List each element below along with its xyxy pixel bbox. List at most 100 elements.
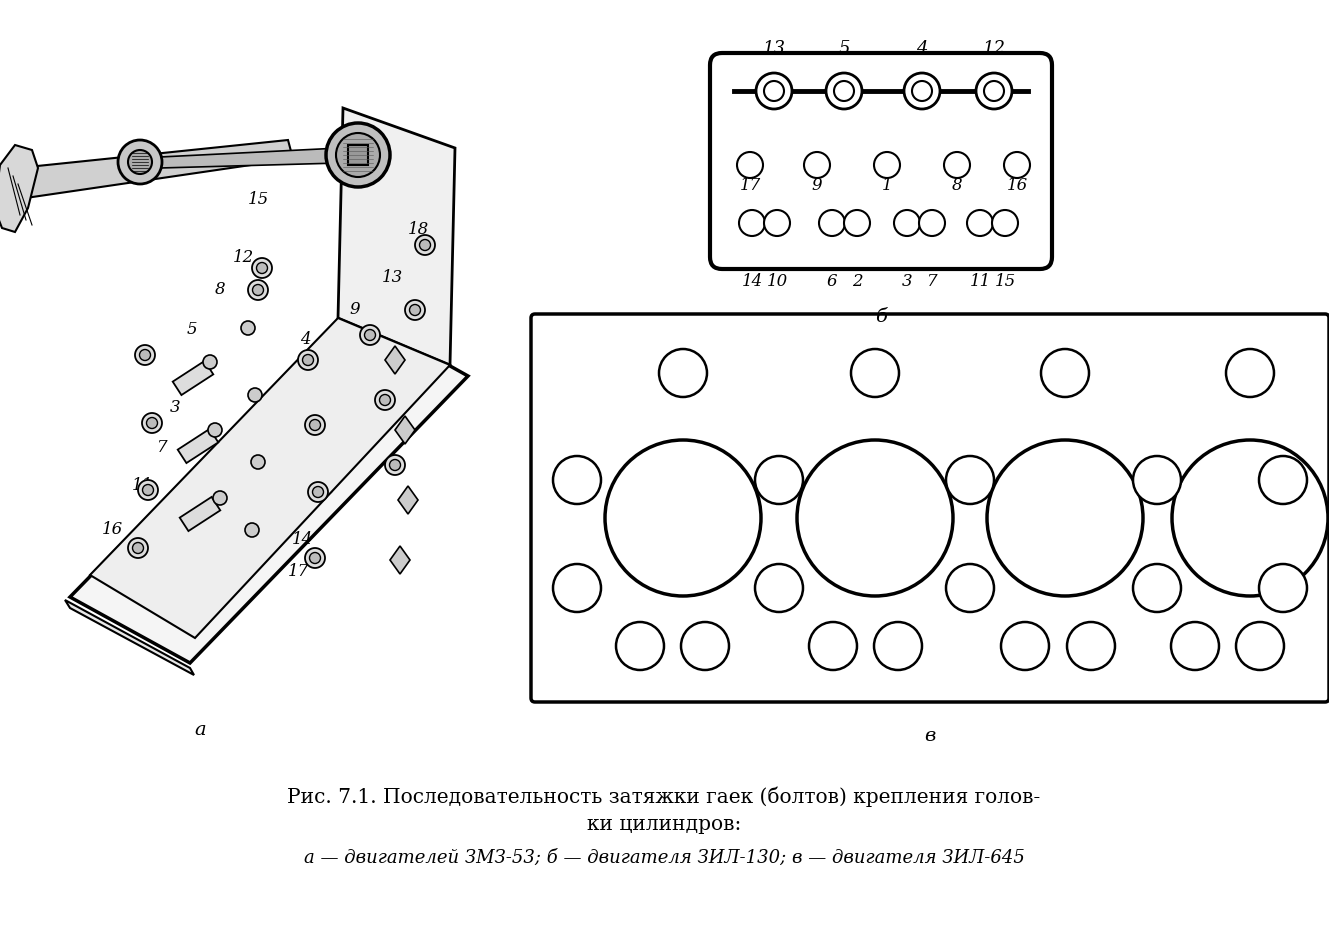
Text: 6: 6 [312, 432, 323, 448]
Text: 17: 17 [287, 563, 308, 581]
Text: 18: 18 [408, 221, 429, 238]
Text: 5: 5 [186, 321, 197, 338]
Text: 13: 13 [381, 270, 403, 287]
Text: 7: 7 [1086, 638, 1096, 655]
Circle shape [253, 258, 272, 278]
Polygon shape [159, 148, 340, 168]
Text: 2: 2 [278, 387, 288, 403]
Circle shape [146, 417, 158, 429]
Text: 1: 1 [142, 347, 153, 363]
Circle shape [874, 622, 922, 670]
Circle shape [209, 423, 222, 437]
Circle shape [1003, 152, 1030, 178]
Circle shape [380, 394, 391, 405]
Text: 7: 7 [926, 273, 937, 290]
Text: 9: 9 [350, 302, 360, 318]
Text: 14: 14 [742, 273, 763, 290]
Circle shape [136, 345, 155, 365]
Polygon shape [385, 346, 405, 374]
Polygon shape [178, 429, 218, 463]
Circle shape [420, 239, 431, 250]
Circle shape [360, 325, 380, 345]
Text: 4: 4 [916, 40, 928, 58]
Circle shape [1236, 622, 1284, 670]
Circle shape [827, 73, 863, 109]
Text: 2: 2 [965, 472, 975, 488]
Polygon shape [65, 600, 194, 675]
Circle shape [251, 455, 264, 469]
Text: 20: 20 [566, 472, 587, 488]
Circle shape [1067, 622, 1115, 670]
Circle shape [326, 123, 389, 187]
Text: 17: 17 [1249, 638, 1271, 655]
Polygon shape [70, 310, 468, 663]
Circle shape [553, 564, 601, 612]
Text: 18: 18 [630, 638, 651, 655]
Text: а — двигателей ЗМЗ-53; б — двигателя ЗИЛ-130; в — двигателя ЗИЛ-645: а — двигателей ЗМЗ-53; б — двигателя ЗИЛ… [303, 849, 1025, 867]
Circle shape [764, 81, 784, 101]
Circle shape [389, 460, 400, 471]
Polygon shape [0, 145, 39, 232]
Circle shape [944, 152, 970, 178]
Circle shape [304, 415, 326, 435]
Text: 9: 9 [1152, 472, 1163, 488]
Text: Рис. 7.1. Последовательность затяжки гаек (болтов) крепления голов-: Рис. 7.1. Последовательность затяжки гае… [287, 786, 1041, 807]
Text: 16: 16 [672, 364, 694, 381]
Circle shape [405, 300, 425, 320]
Text: 8: 8 [215, 281, 226, 299]
Circle shape [310, 553, 320, 563]
Circle shape [617, 622, 664, 670]
Circle shape [912, 81, 932, 101]
Circle shape [133, 543, 144, 554]
Circle shape [605, 440, 762, 596]
Circle shape [680, 622, 730, 670]
Circle shape [249, 280, 268, 300]
Circle shape [364, 330, 376, 341]
Text: 3: 3 [893, 638, 904, 655]
Circle shape [142, 413, 162, 433]
Text: 10: 10 [315, 482, 336, 499]
Text: 11: 11 [969, 273, 990, 290]
Circle shape [975, 73, 1011, 109]
Circle shape [303, 355, 314, 365]
Circle shape [739, 210, 766, 236]
Text: 8: 8 [773, 472, 784, 488]
Text: 22: 22 [566, 579, 587, 597]
Circle shape [819, 210, 845, 236]
Circle shape [409, 304, 420, 316]
Text: 9: 9 [812, 177, 823, 193]
Text: 4: 4 [1059, 364, 1070, 381]
Text: 21: 21 [1272, 579, 1293, 597]
Polygon shape [389, 546, 411, 574]
FancyBboxPatch shape [710, 53, 1053, 269]
Circle shape [804, 152, 831, 178]
Text: 6: 6 [827, 273, 837, 290]
Circle shape [874, 152, 900, 178]
Text: 3: 3 [901, 273, 912, 290]
Polygon shape [173, 361, 213, 395]
Text: 14: 14 [291, 531, 312, 548]
FancyBboxPatch shape [532, 314, 1329, 702]
Text: 13: 13 [763, 40, 785, 58]
Text: 1: 1 [881, 177, 892, 193]
Text: в: в [924, 727, 936, 745]
Text: 12: 12 [233, 249, 254, 266]
Polygon shape [338, 108, 455, 365]
Text: 10: 10 [767, 273, 788, 290]
Circle shape [659, 349, 707, 397]
Circle shape [1001, 622, 1049, 670]
Text: 17: 17 [739, 177, 760, 193]
Text: 16: 16 [101, 521, 122, 539]
Text: 12: 12 [982, 40, 1006, 58]
Circle shape [1134, 456, 1181, 504]
Circle shape [946, 564, 994, 612]
Circle shape [797, 440, 953, 596]
Circle shape [304, 548, 326, 568]
Text: 8: 8 [952, 177, 962, 193]
Circle shape [1259, 564, 1306, 612]
Circle shape [336, 133, 380, 177]
Circle shape [851, 349, 898, 397]
Circle shape [213, 491, 227, 505]
Text: 2: 2 [852, 273, 863, 290]
Polygon shape [5, 140, 292, 200]
